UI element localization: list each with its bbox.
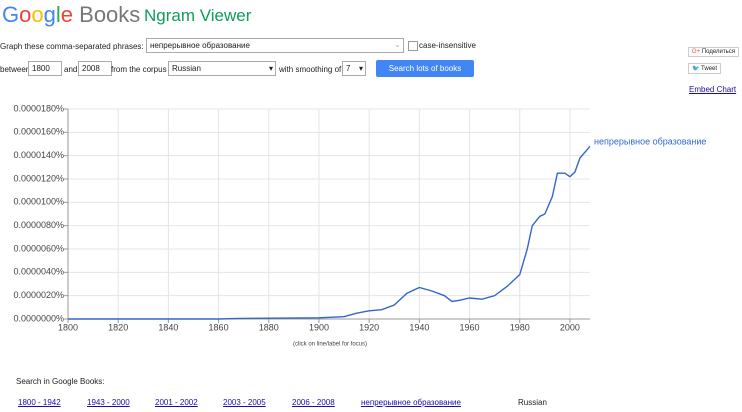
chart-note: (click on line/label for focus) [293, 342, 367, 348]
search-link[interactable]: 1943 - 2000 [87, 398, 130, 407]
app-title: Ngram Viewer [144, 6, 252, 25]
x-tick-label: 2000 [560, 322, 580, 332]
corpus-select[interactable]: Russian [168, 61, 276, 76]
y-tick-label: 0.0000000% [13, 313, 64, 323]
y-tick-label: 0.0000060% [13, 243, 64, 253]
end-year-input[interactable]: 2008 [78, 61, 112, 76]
y-tick-label: 0.0000100% [13, 197, 64, 207]
share-button[interactable]: G+ Поделиться [688, 47, 739, 57]
case-label: case-insensitive [419, 41, 476, 50]
smoothing-label: with smoothing of [279, 65, 342, 74]
logo-letter: G [2, 2, 20, 27]
search-link[interactable]: 2006 - 2008 [292, 398, 335, 407]
search-link[interactable]: 2003 - 2005 [223, 398, 266, 407]
y-tick-label: 0.0000180% [13, 103, 64, 113]
x-tick-label: 1860 [209, 322, 229, 332]
smoothing-arrow[interactable]: ▾ [359, 64, 364, 73]
logo-letter: g [43, 2, 56, 27]
x-tick-label: 1900 [309, 322, 329, 332]
x-tick-label: 1880 [259, 322, 279, 332]
case-checkbox[interactable] [408, 41, 418, 51]
x-tick-label: 1940 [409, 322, 429, 332]
y-tick-label: 0.0000040% [13, 267, 64, 277]
clear-icon[interactable]: ⌄ [394, 40, 401, 49]
y-tick-label: 0.0000080% [13, 220, 64, 230]
embed-link[interactable]: Embed Chart [689, 85, 737, 94]
logo-letter: e [60, 2, 74, 27]
search-button[interactable]: Search lots of books [376, 60, 474, 77]
smoothing-select[interactable]: 7 [342, 61, 366, 76]
phrases-label: Graph these comma-separated phrases: [0, 42, 144, 51]
tweet-button[interactable]: 🐦 Tweet [688, 63, 722, 74]
books-logo: Books [79, 2, 141, 27]
y-tick-label: 0.0000160% [13, 127, 64, 137]
series-line [68, 145, 591, 320]
google-logo: Google [2, 2, 73, 27]
search-link[interactable]: 1800 - 1942 [18, 398, 61, 407]
and-label: and [64, 65, 78, 74]
x-tick-label: 1980 [510, 322, 530, 332]
logo-letter: o [31, 2, 44, 27]
search-label: Search in Google Books: [16, 377, 105, 386]
logo-letter: o [19, 2, 32, 27]
corpus-label: from the corpus [111, 65, 167, 74]
search-corpus: Russian [518, 398, 547, 407]
logo: Google Books [2, 2, 140, 28]
phrases-input[interactable]: непрерывное образование [146, 38, 404, 53]
search-link[interactable]: непрерывное образование [361, 398, 461, 407]
logo-letter: l [55, 2, 61, 27]
start-year-input[interactable]: 1800 [28, 61, 62, 76]
chart: 0.0000000% 0.0000020% 0.0000040% 0.0000060%… [13, 103, 706, 348]
search-link[interactable]: 2001 - 2002 [155, 398, 198, 407]
series-label: непрерывное образование [594, 137, 706, 147]
x-tick-label: 1800 [58, 322, 78, 332]
corpus-arrow[interactable]: ▾ [269, 64, 274, 73]
x-tick-label: 1820 [108, 322, 128, 332]
y-tick-label: 0.0000020% [13, 290, 64, 300]
tweet-label: Tweet [701, 66, 718, 72]
share-label: Поделиться [701, 49, 735, 55]
between-label: between [0, 65, 31, 74]
y-tick-label: 0.0000120% [13, 173, 64, 183]
x-tick-label: 1960 [460, 322, 480, 332]
x-tick-label: 1840 [158, 322, 178, 332]
x-tick-label: 1920 [359, 322, 379, 332]
y-tick-label: 0.0000140% [13, 150, 64, 160]
